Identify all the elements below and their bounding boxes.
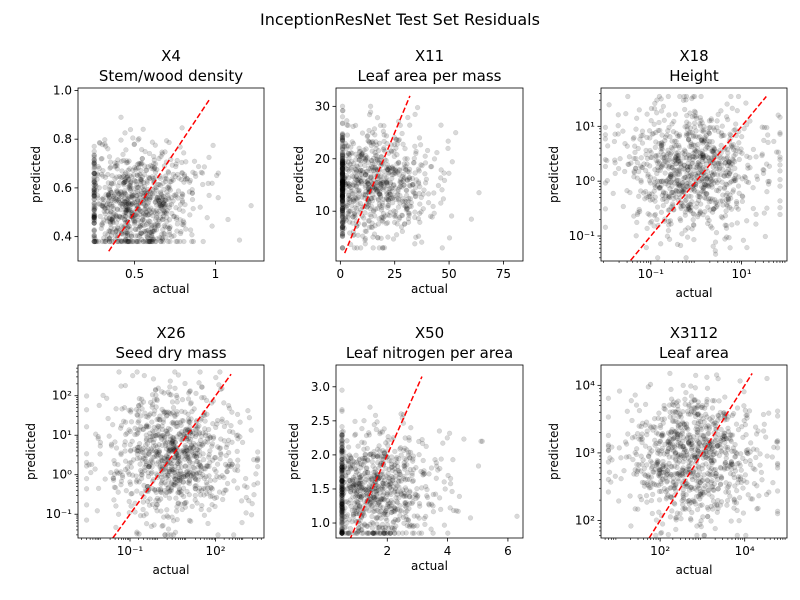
subplot-6: 10² 10⁴ 10² 10³ 10⁴ X3112 Leaf area actual predi… [547,324,788,577]
y-axis-label: predicted [287,423,301,480]
y-tick-label: 10 [315,204,330,218]
subplot-title-trait: Seed dry mass [115,344,226,362]
identity-line [112,373,232,538]
subplot-5: 2 4 6 1.0 1.5 2.0 2.5 3.0 X50 Leaf nitrogen per a… [287,324,524,573]
x-axis-label: actual [676,563,713,577]
subplot-title-code: X4 [161,47,181,65]
y-tick-label: 1.0 [53,83,72,97]
subplot-title-trait: Height [669,67,719,85]
subplot-title-code: X11 [415,47,444,65]
axes-frame [77,364,265,539]
scatter-points [83,369,261,538]
y-tick-label: 10⁰ [52,468,72,482]
x-axis-label: actual [153,282,190,296]
y-tick-label: 20 [315,152,330,166]
axes-frame [335,87,524,262]
x-tick-label: 10⁻¹ [638,267,665,281]
x-tick-label: 10⁴ [735,544,755,558]
y-axis-label: predicted [29,146,43,203]
y-tick-label: 10¹ [52,428,72,442]
y-tick-label: 0.8 [53,132,72,146]
scatter-points [339,387,520,536]
x-tick-label: 10⁻¹ [117,544,144,558]
subplot-1: 0.5 1 0.4 0.6 0.8 1.0 X4 Stem/wood density actua… [29,47,265,296]
x-tick-label: 4 [444,544,452,558]
x-axis-label: actual [411,559,448,573]
y-tick-label: 10⁻¹ [46,507,73,521]
x-axis-label: actual [153,563,190,577]
x-tick-label: 10¹ [732,267,752,281]
y-tick-label: 10¹ [575,119,595,133]
subplot-title-code: X18 [679,47,708,65]
scatter-points [339,103,482,251]
y-tick-label: 10² [575,513,595,527]
y-tick-label: 10³ [575,446,595,460]
axes-frame [600,364,788,539]
identity-line [648,373,753,538]
y-axis-label: predicted [292,146,306,203]
subplot-title-trait: Leaf area [659,344,729,362]
scatter-points [91,114,254,245]
x-tick-label: 50 [441,267,456,281]
scatter-points [602,93,783,261]
x-tick-label: 2 [383,544,391,558]
subplot-title-trait: Stem/wood density [99,67,243,85]
y-tick-label: 10⁻¹ [569,229,596,243]
axes-frame [77,87,265,262]
subplot-title-code: X3112 [670,324,718,342]
subplot-4: 10⁻¹ 10² 10⁻¹ 10⁰ 10¹ 10² X26 Seed dry mass actu… [24,324,265,577]
x-tick-label: 1 [212,267,220,281]
identity-line [344,95,411,254]
subplot-title-trait: Leaf area per mass [358,67,502,85]
y-tick-label: 1.0 [311,516,330,530]
subplot-2: 0 25 50 75 10 20 30 X11 Leaf area per mass actual… [292,47,524,296]
identity-line [630,96,767,261]
x-tick-label: 10² [650,544,670,558]
identity-line [349,376,423,538]
subplot-title-trait: Leaf nitrogen per area [346,344,513,362]
x-axis-label: actual [676,286,713,300]
x-tick-label: 0.5 [125,267,144,281]
y-axis-label: predicted [24,423,38,480]
subplot-title-code: X26 [156,324,185,342]
identity-line [108,99,210,252]
y-tick-label: 0.4 [53,230,72,244]
y-tick-label: 1.5 [311,482,330,496]
y-tick-label: 30 [315,99,330,113]
scatter-points [605,370,781,538]
subplot-3: 10⁻¹ 10¹ 10⁻¹ 10⁰ 10¹ X18 Height actual predicte… [547,47,788,300]
x-tick-label: 75 [496,267,511,281]
y-tick-label: 3.0 [311,380,330,394]
y-tick-label: 10⁰ [575,174,595,188]
x-tick-label: 10² [206,544,226,558]
x-tick-label: 0 [337,267,345,281]
y-tick-label: 10² [52,389,72,403]
y-tick-label: 2.0 [311,448,330,462]
axes-frame [335,364,524,539]
x-axis-label: actual [411,282,448,296]
y-axis-label: predicted [547,423,561,480]
x-tick-label: 25 [387,267,402,281]
y-tick-label: 0.6 [53,181,72,195]
y-tick-label: 2.5 [311,414,330,428]
y-tick-label: 10⁴ [575,378,595,392]
subplot-title-code: X50 [415,324,444,342]
y-axis-label: predicted [547,146,561,203]
figure-suptitle: InceptionResNet Test Set Residuals [260,10,540,29]
x-tick-label: 6 [504,544,512,558]
